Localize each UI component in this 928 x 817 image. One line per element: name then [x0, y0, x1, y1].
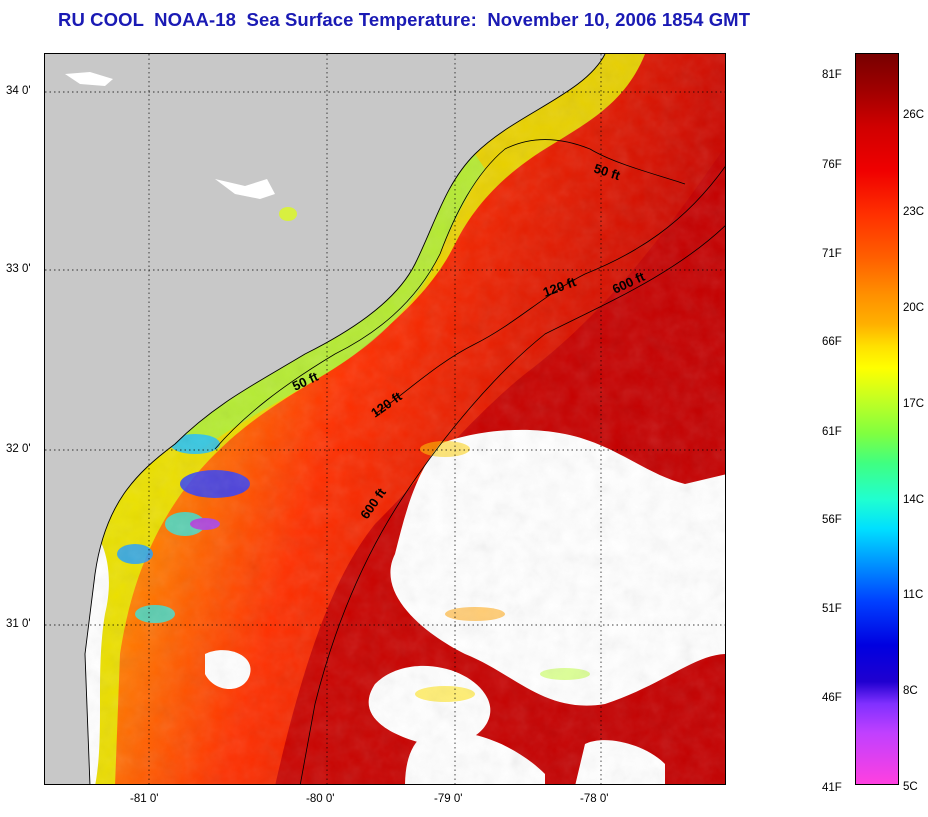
colorbar-celsius-label: 23C: [903, 206, 925, 218]
graticule: [45, 54, 725, 784]
map-title: RU COOL NOAA-18 Sea Surface Temperature:…: [58, 9, 751, 30]
colorbar-fahrenheit-label: 46F: [822, 692, 842, 704]
contour-120ft: [374, 166, 725, 415]
latitude-tick-label: 31 0': [6, 618, 31, 630]
longitude-tick-label: -81 0': [130, 793, 159, 805]
colorbar-fahrenheit-label: 61F: [822, 426, 842, 438]
latitude-tick-label: 33 0': [6, 263, 31, 275]
colorbar-fahrenheit-label: 66F: [822, 336, 842, 348]
temperature-colorbar: [855, 53, 899, 785]
colorbar-celsius-label: 8C: [903, 685, 918, 697]
sst-map: 50 ft 120 ft 600 ft 50 ft 120 ft 600 ft: [44, 53, 726, 785]
land-area: [45, 54, 605, 784]
colorbar-fahrenheit-label: 41F: [822, 782, 842, 794]
colorbar-fahrenheit-label: 76F: [822, 159, 842, 171]
longitude-tick-label: -79 0': [434, 793, 463, 805]
latitude-tick-label: 32 0': [6, 443, 31, 455]
contour-50ft: [214, 139, 686, 450]
longitude-tick-label: -78 0': [580, 793, 609, 805]
contour-600ft: [299, 225, 725, 784]
coastline: [84, 54, 606, 784]
colorbar-fahrenheit-label: 56F: [822, 514, 842, 526]
colorbar-celsius-label: 20C: [903, 302, 925, 314]
latitude-tick-label: 34 0': [6, 85, 31, 97]
colorbar-fahrenheit-label: 51F: [822, 603, 842, 615]
colorbar-celsius-label: 26C: [903, 109, 925, 121]
colorbar-celsius-label: 11C: [903, 589, 924, 601]
colorbar-celsius-label: 5C: [903, 781, 918, 793]
colorbar-fahrenheit-label: 81F: [822, 69, 842, 81]
colorbar-celsius-label: 14C: [903, 494, 925, 506]
colorbar-celsius-label: 17C: [903, 398, 925, 410]
longitude-tick-label: -80 0': [306, 793, 335, 805]
colorbar-fahrenheit-label: 71F: [822, 248, 842, 260]
inland-lakes: [65, 72, 297, 221]
